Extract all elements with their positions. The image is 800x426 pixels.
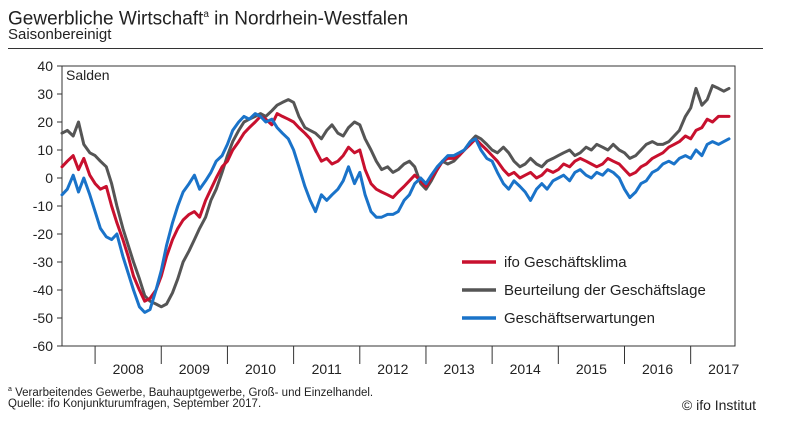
legend-label: Beurteilung der Geschäftslage: [504, 282, 706, 299]
copyright: © ifo Institut: [681, 397, 756, 413]
y-tick-label: 30: [37, 86, 53, 102]
y-tick-label: 0: [45, 170, 53, 186]
x-tick-label: 2008: [113, 361, 144, 377]
y-tick-label: -10: [33, 198, 53, 214]
x-tick-label: 2011: [312, 361, 342, 377]
x-tick-label: 2017: [708, 361, 739, 377]
title-divider: [8, 48, 763, 49]
y-tick-label: 20: [37, 114, 53, 130]
series-line: [60, 112, 731, 303]
x-tick-label: 2015: [576, 361, 607, 377]
x-tick-label: 2014: [510, 361, 541, 377]
x-tick-label: 2009: [179, 361, 210, 377]
plot-area: [61, 65, 736, 347]
series-lines: [60, 84, 731, 314]
x-tick-label: 2016: [642, 361, 673, 377]
x-axis: 2008 2009 2010 2011 2012 2013 2014 2015 2016 2017: [94, 346, 740, 377]
chart-title: Gewerbliche Wirtschafta in Nordrhein-Wes…: [8, 4, 408, 30]
y-tick-label: -60: [33, 338, 53, 354]
chart-subtitle: Saisonbereinigt: [8, 26, 112, 43]
legend-label: Geschäftserwartungen: [504, 310, 655, 327]
y-tick-label: -40: [33, 282, 53, 298]
y-tick-label: 40: [37, 58, 53, 74]
footnote: a Verarbeitendes Gewerbe, Bauhauptgewerb…: [8, 383, 373, 400]
x-tick-label: 2012: [377, 361, 408, 377]
y-tick-label: -30: [33, 254, 53, 270]
footnote-marker: a: [8, 386, 12, 393]
x-tick-label: 2013: [443, 361, 474, 377]
chart-title-suffix: in Nordrhein-Westfalen: [208, 8, 409, 30]
series-line: [60, 84, 731, 309]
y-tick-label: -50: [33, 310, 53, 326]
chart-title-text: Gewerbliche Wirtschaft: [8, 8, 204, 30]
y-tick-label: -20: [33, 226, 53, 242]
footnote-text: Verarbeitendes Gewerbe, Bauhauptgewerbe,…: [11, 386, 374, 399]
y-axis: 40 30 20 10 0 -10 -20 -30 -40 -50 -60: [33, 58, 62, 354]
plot-border: [61, 65, 736, 347]
legend: ifo Geschäftsklima Beurteilung der Geschä…: [462, 254, 706, 327]
legend-label: ifo Geschäftsklima: [504, 254, 627, 271]
y-tick-label: 10: [37, 142, 53, 158]
series-line: [60, 112, 731, 314]
source-note: Quelle: ifo Konjunkturumfragen, Septembe…: [8, 398, 262, 410]
y-axis-label: Salden: [66, 67, 110, 83]
title-footnote-marker: a: [203, 9, 209, 20]
x-tick-label: 2010: [245, 361, 276, 377]
